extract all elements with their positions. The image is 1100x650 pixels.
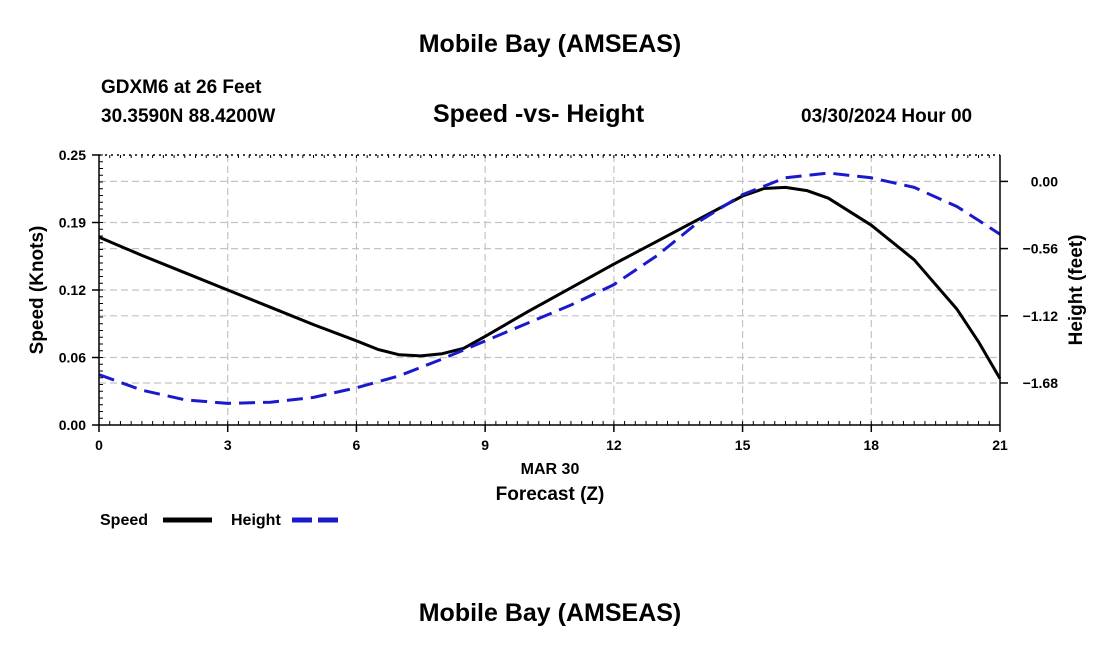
y-left-tick-label: 0.00 xyxy=(59,417,86,433)
series-lines xyxy=(98,171,1002,405)
y-right-tick-label: −1.12 xyxy=(1023,308,1059,324)
x-tick-label: 6 xyxy=(353,437,361,453)
plot-title: Speed -vs- Height xyxy=(433,100,645,128)
forecast-date: 03/30/2024 Hour 00 xyxy=(801,106,973,127)
station-coordinates: 30.3590N 88.4200W xyxy=(101,106,276,127)
station-name: GDXM6 at 26 Feet xyxy=(101,77,262,98)
axis-labels: MAR 30 Forecast (Z) Speed (Knots) Height… xyxy=(27,226,1087,505)
y-right-tick-label: −0.56 xyxy=(1023,241,1059,257)
y-right-tick-label: −1.68 xyxy=(1023,375,1059,391)
height-series-line xyxy=(98,171,1001,405)
x-tick-label: 15 xyxy=(735,437,751,453)
y-left-axis-title: Speed (Knots) xyxy=(27,226,48,355)
y-right-tick-label: 0.00 xyxy=(1031,173,1058,189)
x-tick-label: 18 xyxy=(863,437,879,453)
y-left-tick-label: 0.06 xyxy=(59,350,86,366)
x-tick-label: 3 xyxy=(224,437,232,453)
y-left-tick-label: 0.12 xyxy=(59,282,86,298)
axes: 0 3 6 9 12 15 18 21 0.00 0.06 0.12 0.19 0.25 −1.68 −1.… xyxy=(59,147,1058,453)
x-tick-label: 0 xyxy=(95,437,103,453)
footer-title: Mobile Bay (AMSEAS) xyxy=(418,599,682,627)
legend: Speed Height xyxy=(100,512,343,529)
x-date-label: MAR 30 xyxy=(521,461,580,478)
y-left-tick-label: 0.25 xyxy=(59,147,86,163)
legend-height-label: Height xyxy=(231,512,281,529)
speed-series-line xyxy=(98,185,1002,380)
grid-lines xyxy=(99,155,1000,425)
main-title: Mobile Bay (AMSEAS) xyxy=(418,30,682,58)
y-right-axis-title: Height (feet) xyxy=(1066,235,1087,346)
x-tick-label: 12 xyxy=(606,437,622,453)
x-tick-label: 21 xyxy=(992,437,1008,453)
x-axis-title: Forecast (Z) xyxy=(496,484,605,505)
y-left-tick-label: 0.19 xyxy=(59,215,86,231)
legend-speed-label: Speed xyxy=(100,512,148,529)
x-tick-label: 9 xyxy=(481,437,489,453)
